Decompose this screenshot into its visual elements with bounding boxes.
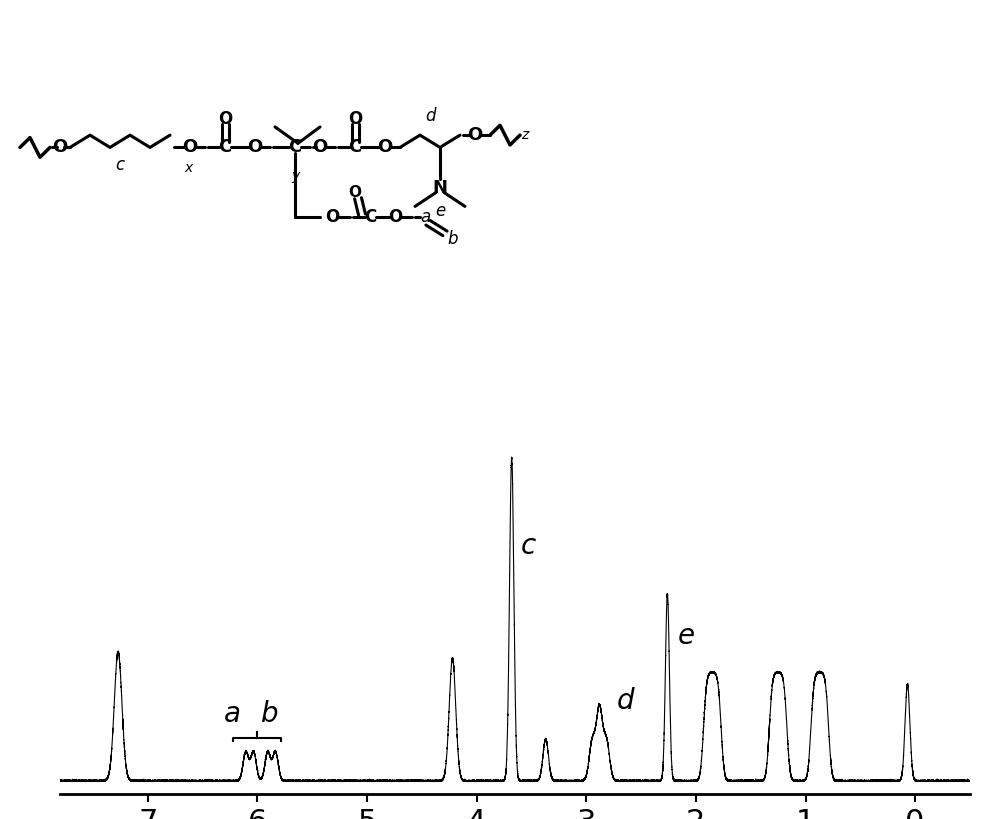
Text: d: d bbox=[617, 687, 635, 715]
Text: O: O bbox=[182, 138, 198, 156]
Text: C: C bbox=[218, 138, 232, 156]
Text: C: C bbox=[288, 138, 302, 156]
Text: a: a bbox=[420, 208, 430, 226]
Text: O: O bbox=[377, 138, 393, 156]
Text: c: c bbox=[520, 532, 536, 559]
Text: C: C bbox=[348, 138, 362, 156]
Text: O: O bbox=[312, 138, 328, 156]
Text: x: x bbox=[184, 161, 192, 175]
Text: b: b bbox=[448, 230, 458, 248]
Text: N: N bbox=[432, 179, 448, 197]
Text: O: O bbox=[218, 110, 232, 128]
Text: d: d bbox=[425, 107, 435, 125]
Text: e: e bbox=[677, 622, 694, 650]
Text: O: O bbox=[349, 185, 362, 200]
Text: C: C bbox=[364, 208, 376, 226]
Text: b: b bbox=[261, 700, 278, 728]
Text: a: a bbox=[224, 700, 241, 728]
Text: O: O bbox=[348, 110, 362, 128]
Text: y: y bbox=[291, 169, 299, 183]
Text: e: e bbox=[435, 202, 445, 220]
Text: c: c bbox=[115, 156, 125, 174]
Text: O: O bbox=[247, 138, 263, 156]
Text: O: O bbox=[52, 138, 68, 156]
Text: O: O bbox=[467, 126, 483, 144]
Text: O: O bbox=[325, 208, 339, 226]
Text: z: z bbox=[521, 128, 529, 143]
Text: O: O bbox=[388, 208, 402, 226]
